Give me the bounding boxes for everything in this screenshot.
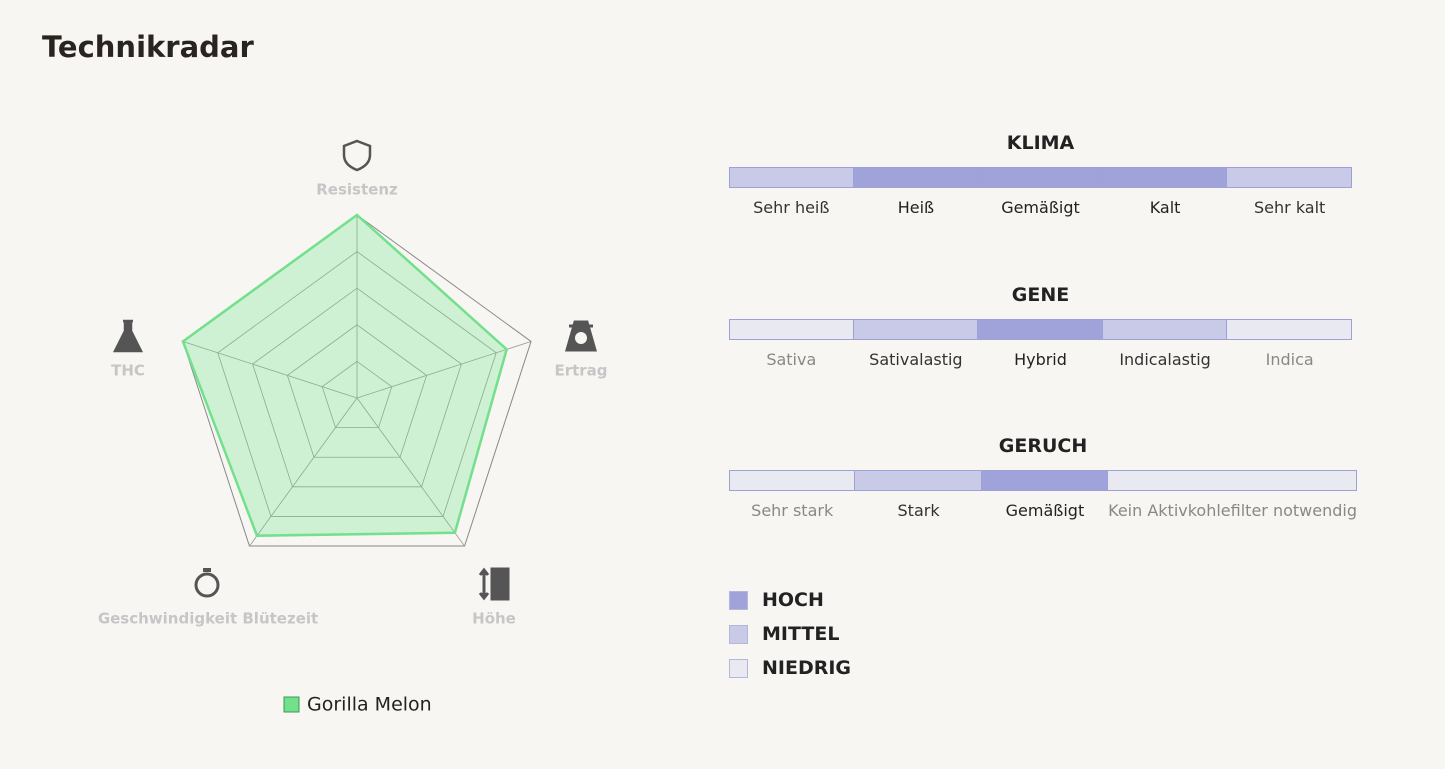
segment-label: Kein Aktivkohlefilter notwendig [1108,501,1357,520]
scale-row: Sativa Sativalastig Hybrid Indicalastig Indi… [729,318,1352,369]
segment-bar [1226,318,1352,340]
legend-label: Gorilla Melon [307,694,432,716]
grid-ring [252,287,462,488]
segment-bar [729,318,854,340]
scale: KLIMA Sehr heiß Heiß Gemäßigt Kalt Sehr kalt [729,131,1352,217]
scale-segment: Sehr heiß [729,167,854,217]
icon-bluetezeit-top [203,568,211,572]
level-legend: NIEDRIG [729,657,851,679]
icon-ertrag-dial [575,332,587,344]
segment-bar [729,470,856,491]
level-label: MITTEL [762,623,840,645]
segment-label: Heiß [897,198,935,217]
icon-resistenz [342,139,372,172]
scale-title: GERUCH [998,435,1088,457]
scale-segment: Sehr kalt [1226,167,1352,217]
segment-label: Hybrid [1014,349,1067,369]
spoke [182,341,358,399]
segment-bar [1101,318,1228,340]
spoke [356,341,532,399]
level-legend: MITTEL [729,623,839,645]
segment-label: Gemäßigt [1005,501,1085,520]
level-swatch [729,590,748,610]
segment-bar [1107,470,1357,491]
radar-chart: Resistenz Ertrag Höhe Geschwindigkeit Blüte… [98,139,608,716]
segment-label: Indica [1265,349,1314,369]
level-swatch [729,624,748,644]
segment-bar [980,470,1109,491]
segment-label: Kalt [1149,198,1181,217]
scale-segment: Kein Aktivkohlefilter notwendig [1107,470,1357,520]
level-label: HOCH [762,589,824,611]
icon-hoehe [478,567,510,601]
spoke [249,397,358,547]
segment-label: Sehr stark [751,501,834,520]
scale-segment: Sehr stark [729,470,856,520]
page-title: Technikradar [42,30,254,64]
segment-bar [729,167,854,188]
scale-title: KLIMA [1006,132,1075,154]
level-label: NIEDRIG [762,657,852,679]
axis-label: Resistenz [316,181,398,199]
segment-bar [977,167,1103,188]
axis-label: Höhe [472,610,516,628]
segment-bar [1101,167,1228,188]
scale: GENE Sativa Sativalastig Hybrid Indicalastig… [729,283,1352,369]
segment-bar [977,318,1103,340]
grid-ring [217,251,497,517]
segment-label: Sehr heiß [753,198,830,217]
grid-ring [321,360,393,429]
level-swatch [729,658,748,678]
icon-thc [112,319,144,353]
icon-bluetezeit [194,572,220,598]
scale: GERUCH Sehr stark Stark Gemäßigt Kein Aktivk… [729,434,1357,520]
grid-ring [286,324,428,458]
series-area [181,213,509,537]
segment-label: Stark [897,501,940,520]
legend-swatch [283,696,300,713]
scale-segment: Gemäßigt [977,167,1103,217]
scale-segment: Indica [1226,318,1352,369]
segment-label: Indicalastig [1119,349,1211,369]
level-legend: HOCH [729,589,824,611]
scale-segment: Gemäßigt [980,470,1109,520]
axis-label: Geschwindigkeit Blütezeit [98,610,318,628]
axis-label: Ertrag [554,362,607,380]
axis-label: THC [111,362,145,380]
scale-title: GENE [1011,283,1070,306]
icons [112,139,597,601]
scale-row: Sehr heiß Heiß Gemäßigt Kalt Sehr kalt [729,167,1352,217]
scale-segment: Heiß [852,167,979,217]
scale-segment: Kalt [1101,167,1228,217]
scale-segment: Hybrid [977,318,1103,369]
scale-row: Sehr stark Stark Gemäßigt Kein Aktivkohlefi… [729,470,1357,520]
scale-segment: Sativa [729,318,854,369]
segment-label: Sativalastig [869,349,963,369]
segment-label: Gemäßigt [1001,198,1080,217]
segment-label: Sativa [766,349,817,369]
segment-bar [852,318,979,340]
spoke [356,397,465,547]
segment-bar [852,167,979,188]
segment-bar [854,470,982,491]
segment-bar [1226,167,1352,188]
scale-segment: Indicalastig [1101,318,1228,369]
scale-segment: Stark [854,470,982,520]
segment-label: Sehr kalt [1254,198,1326,217]
scale-segment: Sativalastig [852,318,979,369]
